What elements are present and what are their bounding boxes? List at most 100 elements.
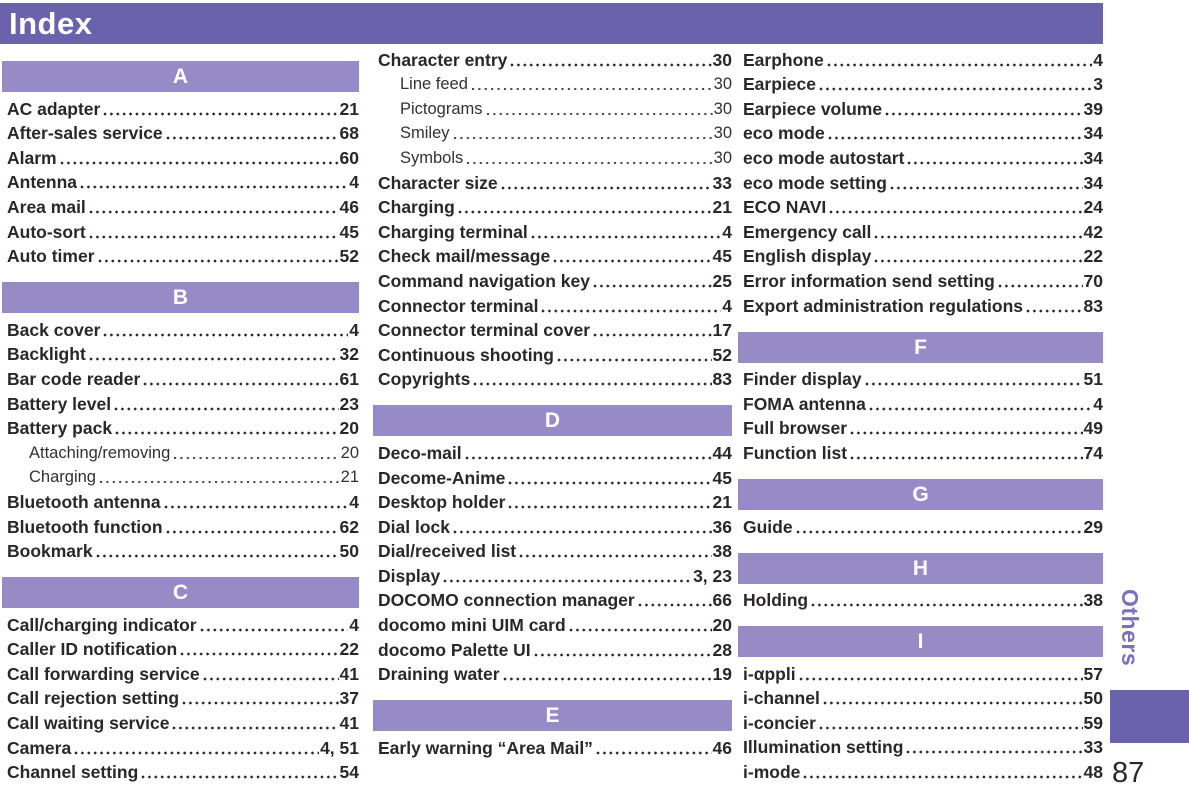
index-entry: Auto timer 52 xyxy=(2,244,359,269)
index-subentry: Pictograms 30 xyxy=(373,96,732,121)
entry-page-number: 37 xyxy=(339,688,359,709)
entry-label: eco mode autostart xyxy=(743,147,905,168)
dot-leader xyxy=(115,430,339,437)
entry-label: Bookmark xyxy=(7,541,93,562)
entry-label: Auto timer xyxy=(7,246,95,267)
section-header-e: E xyxy=(373,700,732,732)
dot-leader xyxy=(114,405,339,412)
index-entry: Call waiting service 41 xyxy=(2,710,359,735)
dot-leader xyxy=(519,553,712,560)
entry-page-number: 54 xyxy=(339,762,359,783)
entry-page-number: 22 xyxy=(339,639,359,660)
index-entry: FOMA antenna 4 xyxy=(738,391,1103,416)
entry-page-number: 19 xyxy=(712,664,732,685)
entry-label: Function list xyxy=(743,442,848,463)
index-subentry: Charging 21 xyxy=(2,465,359,490)
section-letter: H xyxy=(912,556,929,580)
entry-page-number: 21 xyxy=(712,492,732,513)
index-entry: Command navigation key 25 xyxy=(373,268,732,293)
dot-leader xyxy=(811,602,1083,609)
dot-leader xyxy=(172,725,339,732)
index-entry: Alarm 60 xyxy=(2,145,359,170)
index-entry: i-αppli 57 xyxy=(738,661,1103,686)
entry-page-number: 30 xyxy=(713,99,732,118)
entry-page-number: 74 xyxy=(1083,442,1103,463)
entry-page-number: 52 xyxy=(712,344,732,365)
entry-label: Check mail/message xyxy=(378,246,551,267)
entry-label: Call/charging indicator xyxy=(7,614,197,635)
entry-label: Line feed xyxy=(400,75,468,94)
entry-label: Attaching/removing xyxy=(29,443,171,462)
dot-leader xyxy=(889,184,1083,191)
entry-label: Charging terminal xyxy=(378,221,528,242)
entry-page-number: 32 xyxy=(339,344,359,365)
entry-label: Early warning “Area Mail” xyxy=(378,737,593,758)
entry-page-number: 45 xyxy=(339,221,359,242)
entry-page-number: 46 xyxy=(339,196,359,217)
dot-leader xyxy=(88,208,339,215)
entry-page-number: 51 xyxy=(1083,369,1103,390)
entry-page-number: 3, 23 xyxy=(693,565,732,586)
dot-leader xyxy=(103,331,349,338)
entry-page-number: 20 xyxy=(712,615,732,636)
dot-leader xyxy=(997,282,1083,289)
dot-leader xyxy=(165,135,339,142)
dot-leader xyxy=(595,749,712,756)
entry-page-number: 68 xyxy=(339,123,359,144)
entry-label: Auto-sort xyxy=(7,221,86,242)
dot-leader xyxy=(464,454,712,461)
dot-leader xyxy=(864,381,1083,388)
entry-page-number: 4, 51 xyxy=(320,737,359,758)
section-letter: E xyxy=(545,704,560,728)
entry-page-number: 70 xyxy=(1083,270,1103,291)
entry-label: Alarm xyxy=(7,147,57,168)
entry-label: Channel setting xyxy=(7,762,139,783)
index-entry: AC adapter 21 xyxy=(2,96,359,121)
index-entry: Earphone 4 xyxy=(738,47,1103,72)
index-entry: Copyrights 83 xyxy=(373,367,732,392)
entry-page-number: 50 xyxy=(1083,688,1103,709)
dot-leader xyxy=(182,700,339,707)
entry-page-number: 45 xyxy=(712,246,732,267)
dot-leader xyxy=(829,209,1083,216)
page-title: Index xyxy=(9,6,93,41)
entry-page-number: 20 xyxy=(339,418,359,439)
dot-leader xyxy=(165,528,339,535)
dot-leader xyxy=(803,774,1083,781)
entry-page-number: 4 xyxy=(722,221,732,242)
dot-leader xyxy=(510,61,712,68)
entry-page-number: 17 xyxy=(712,320,732,341)
dot-leader xyxy=(502,676,712,683)
entry-label: Call forwarding service xyxy=(7,663,200,684)
section-header-d: D xyxy=(373,405,732,437)
entry-label: i-concier xyxy=(743,712,816,733)
index-entry: Character entry 30 xyxy=(373,47,732,72)
index-entry: Dial lock 36 xyxy=(373,514,732,539)
dot-leader xyxy=(452,528,712,535)
index-entry: Call rejection setting 37 xyxy=(2,686,359,711)
index-entry: Battery level 23 xyxy=(2,391,359,416)
index-entry: Battery pack 20 xyxy=(2,416,359,441)
entry-label: Character entry xyxy=(378,49,508,70)
dot-leader xyxy=(541,307,722,314)
entry-label: eco mode setting xyxy=(743,172,887,193)
dot-leader xyxy=(593,332,712,339)
dot-leader xyxy=(98,479,340,486)
index-entry: Full browser 49 xyxy=(738,416,1103,441)
index-entry: English display 22 xyxy=(738,244,1103,269)
dot-leader xyxy=(508,479,712,486)
index-subentry: Attaching/removing 20 xyxy=(2,440,359,465)
entry-page-number: 30 xyxy=(713,124,732,143)
entry-page-number: 4 xyxy=(349,319,359,340)
entry-label: i-mode xyxy=(743,762,801,783)
index-entry: Antenna 4 xyxy=(2,170,359,195)
index-entry: Earpiece 3 xyxy=(738,72,1103,97)
dot-leader xyxy=(818,724,1083,731)
index-entry: Dial/received list 38 xyxy=(373,539,732,564)
section-header-b: B xyxy=(2,282,359,314)
entry-label: Smiley xyxy=(400,124,450,143)
index-entry: Charging terminal 4 xyxy=(373,219,732,244)
dot-leader xyxy=(95,553,339,560)
entry-label: i-αppli xyxy=(743,663,796,684)
index-entry: Bluetooth function 62 xyxy=(2,514,359,539)
